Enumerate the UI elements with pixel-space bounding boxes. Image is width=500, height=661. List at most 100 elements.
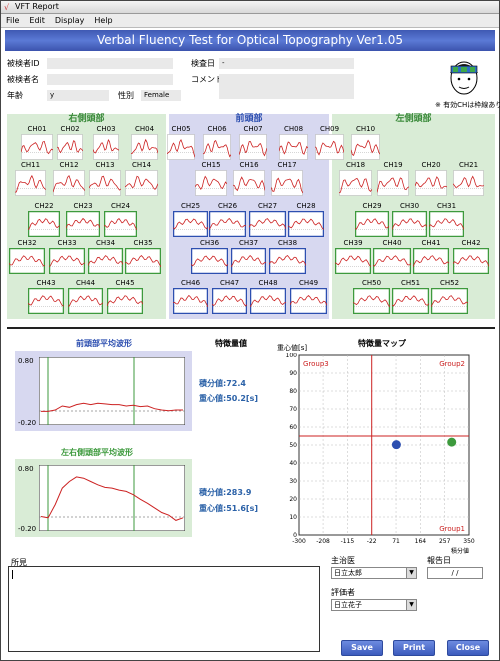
comment-field[interactable] xyxy=(219,74,354,99)
channel-ch33[interactable]: CH33 xyxy=(49,239,85,274)
channel-ch22[interactable]: CH22 xyxy=(28,202,60,237)
doctor-select[interactable]: 日立太郎 ▼ xyxy=(331,567,417,579)
channel-label: CH09 xyxy=(319,125,340,133)
channel-label: CH37 xyxy=(238,239,259,247)
channel-ch25[interactable]: CH25 xyxy=(173,202,208,237)
channel-ch10[interactable]: CH10 xyxy=(351,125,380,160)
channel-ch35[interactable]: CH35 xyxy=(125,239,161,274)
report-date-field[interactable]: / / xyxy=(427,567,483,579)
channel-ch46[interactable]: CH46 xyxy=(173,279,208,314)
channel-ch11[interactable]: CH11 xyxy=(15,161,46,196)
channel-ch18[interactable]: CH18 xyxy=(339,161,372,196)
channel-ch36[interactable]: CH36 xyxy=(191,239,228,274)
channel-ch51[interactable]: CH51 xyxy=(392,279,429,314)
print-button[interactable]: Print xyxy=(393,640,435,656)
menu-edit[interactable]: Edit xyxy=(29,16,45,25)
menu-display[interactable]: Display xyxy=(54,16,85,25)
channel-ch49[interactable]: CH49 xyxy=(290,279,327,314)
channel-label: CH17 xyxy=(277,161,297,169)
sex-field[interactable]: Female xyxy=(141,90,181,101)
channel-ch42[interactable]: CH42 xyxy=(453,239,489,274)
channel-ch39[interactable]: CH39 xyxy=(335,239,371,274)
channel-ch07[interactable]: CH07 xyxy=(239,125,267,160)
channel-waveform xyxy=(209,211,246,237)
channel-trace xyxy=(167,139,195,158)
channel-ch27[interactable]: CH27 xyxy=(249,202,286,237)
channel-ch20[interactable]: CH20 xyxy=(415,161,447,196)
channel-ch14[interactable]: CH14 xyxy=(125,161,158,196)
menu-file[interactable]: File xyxy=(6,16,20,25)
channel-label: CH46 xyxy=(180,279,201,287)
channel-label: CH42 xyxy=(461,239,481,247)
channel-trace xyxy=(290,294,327,306)
chevron-down-icon[interactable]: ▼ xyxy=(406,568,416,578)
channel-ch28[interactable]: CH28 xyxy=(288,202,324,237)
channel-waveform xyxy=(125,248,161,274)
channel-trace xyxy=(131,138,158,155)
channel-ch12[interactable]: CH12 xyxy=(53,161,85,196)
frontal-point xyxy=(391,440,401,450)
channel-ch45[interactable]: CH45 xyxy=(107,279,143,314)
exam-date-field[interactable]: - xyxy=(219,58,354,69)
evaluator-select[interactable]: 日立花子 ▼ xyxy=(331,599,417,611)
channel-ch09[interactable]: CH09 xyxy=(315,125,344,160)
channel-ch44[interactable]: CH44 xyxy=(68,279,103,314)
channel-ch38[interactable]: CH38 xyxy=(269,239,306,274)
channel-ch43[interactable]: CH43 xyxy=(28,279,64,314)
channel-ch04[interactable]: CH04 xyxy=(131,125,158,160)
channel-ch16[interactable]: CH16 xyxy=(233,161,265,196)
channel-ch34[interactable]: CH34 xyxy=(88,239,123,274)
channel-ch32[interactable]: CH32 xyxy=(9,239,45,274)
channel-trace xyxy=(231,255,266,268)
channel-ch50[interactable]: CH50 xyxy=(353,279,390,314)
channel-ch52[interactable]: CH52 xyxy=(431,279,468,314)
channel-trace xyxy=(355,218,389,230)
channel-ch01[interactable]: CH01 xyxy=(21,125,53,160)
channel-ch02[interactable]: CH02 xyxy=(57,125,83,160)
patient-id-field[interactable] xyxy=(47,58,173,69)
channel-ch41[interactable]: CH41 xyxy=(413,239,449,274)
channel-ch24[interactable]: CH24 xyxy=(104,202,137,237)
close-button[interactable]: Close xyxy=(447,640,489,656)
channel-trace xyxy=(21,140,53,155)
channel-ch29[interactable]: CH29 xyxy=(355,202,389,237)
channel-trace xyxy=(335,255,371,267)
channel-ch13[interactable]: CH13 xyxy=(89,161,121,196)
channel-waveform xyxy=(351,134,380,160)
channel-label: CH18 xyxy=(345,161,366,169)
channel-ch05[interactable]: CH05 xyxy=(167,125,195,160)
channel-ch19[interactable]: CH19 xyxy=(377,161,409,196)
channel-trace xyxy=(249,218,286,230)
opinion-textarea[interactable] xyxy=(8,566,320,652)
channel-waveform xyxy=(125,170,158,196)
channel-ch21[interactable]: CH21 xyxy=(453,161,484,196)
channel-ch23[interactable]: CH23 xyxy=(66,202,100,237)
map-ytick: 100 xyxy=(286,353,298,359)
channel-ch15[interactable]: CH15 xyxy=(195,161,227,196)
channel-ch37[interactable]: CH37 xyxy=(231,239,266,274)
channel-trace xyxy=(279,141,308,155)
map-ytick: 20 xyxy=(289,496,297,503)
channel-ch47[interactable]: CH47 xyxy=(212,279,247,314)
age-field[interactable]: y xyxy=(47,90,109,101)
channel-label: CH19 xyxy=(383,161,403,169)
channel-ch06[interactable]: CH06 xyxy=(203,125,231,160)
channel-ch30[interactable]: CH30 xyxy=(392,202,427,237)
chevron-down-icon[interactable]: ▼ xyxy=(406,600,416,610)
right-temporal-title: 右側頭部 xyxy=(68,114,105,124)
channel-label: CH07 xyxy=(243,125,263,133)
channel-ch17[interactable]: CH17 xyxy=(271,161,303,196)
channel-ch40[interactable]: CH40 xyxy=(373,239,411,274)
menu-help[interactable]: Help xyxy=(94,16,113,25)
channel-waveform xyxy=(339,170,372,196)
channel-ch31[interactable]: CH31 xyxy=(429,202,464,237)
map-xtick: 350 xyxy=(463,538,475,545)
channel-ch08[interactable]: CH08 xyxy=(279,125,308,160)
channel-ch48[interactable]: CH48 xyxy=(250,279,286,314)
patient-name-field[interactable] xyxy=(47,74,173,85)
channel-ch03[interactable]: CH03 xyxy=(93,125,119,160)
save-button[interactable]: Save xyxy=(341,640,383,656)
channel-trace xyxy=(209,217,246,231)
sex-label: 性別 xyxy=(118,91,134,100)
channel-ch26[interactable]: CH26 xyxy=(209,202,246,237)
